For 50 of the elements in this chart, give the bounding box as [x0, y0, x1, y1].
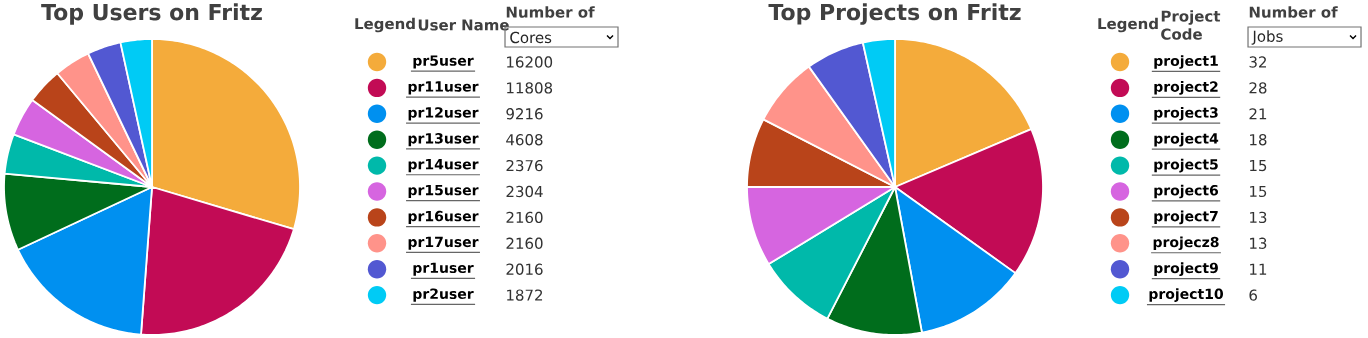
text: Number of: [506, 6, 595, 18]
data-label: 28: [1249, 82, 1267, 94]
legend-label: pr12user: [408, 107, 479, 121]
data-label: 9216: [506, 108, 543, 120]
data-label: 2160: [506, 237, 543, 249]
data-label: 13: [1250, 237, 1267, 249]
data-label: 15: [1250, 185, 1267, 198]
legend-label: project10: [1149, 288, 1223, 302]
data-label: 15: [1250, 160, 1267, 172]
data-label: 6: [1249, 289, 1258, 301]
legend-label: pr17user: [408, 236, 479, 250]
legend-title: Legend: [355, 17, 415, 33]
legend-label: pr14user: [408, 159, 479, 173]
legend-label: project6: [1154, 184, 1219, 199]
data-label: 2160: [506, 211, 543, 224]
legend-label: pr11user: [408, 81, 479, 95]
data-label: 11: [1250, 263, 1267, 275]
legend-label: pr1user: [413, 262, 474, 276]
data-label: 32: [1249, 56, 1266, 68]
data-label: 21: [1249, 108, 1267, 120]
chart-title: Top Projects on Fritz: [768, 3, 1021, 25]
legend-label: projecz8: [1153, 236, 1219, 251]
data-label: 4608: [506, 134, 543, 146]
legend-label: pr2user: [413, 288, 474, 302]
legend-label: project7: [1154, 210, 1218, 225]
data-label: 16200: [507, 56, 553, 68]
legend-label: project2: [1154, 81, 1218, 95]
legend-title: Legend: [1098, 17, 1158, 33]
data-label: 13: [1250, 211, 1267, 224]
chart-title: Top Users on Fritz: [41, 3, 262, 25]
text: Jobs: [1251, 30, 1283, 45]
data-label: 2304: [506, 185, 543, 198]
legend-label: project4: [1154, 132, 1219, 147]
data-label: 2016: [506, 263, 543, 275]
legend-label: pr15user: [408, 184, 479, 199]
legend-label: pr13user: [408, 133, 479, 147]
legend-label: project1: [1154, 55, 1218, 69]
data-label: 2376: [506, 159, 543, 172]
text: Number of: [1249, 6, 1338, 18]
data-label: 18: [1250, 134, 1267, 146]
text: Cores: [510, 31, 552, 44]
legend-label: project9: [1154, 262, 1218, 277]
legend-label: project3: [1154, 106, 1218, 121]
data-label: 1872: [507, 289, 543, 301]
text: User Name: [418, 19, 509, 31]
data-label: 11808: [507, 82, 553, 94]
legend-label: project5: [1154, 158, 1218, 173]
text: Project Code: [1161, 10, 1221, 40]
legend-label: pr16user: [408, 210, 479, 225]
legend-label: pr5user: [413, 55, 474, 69]
